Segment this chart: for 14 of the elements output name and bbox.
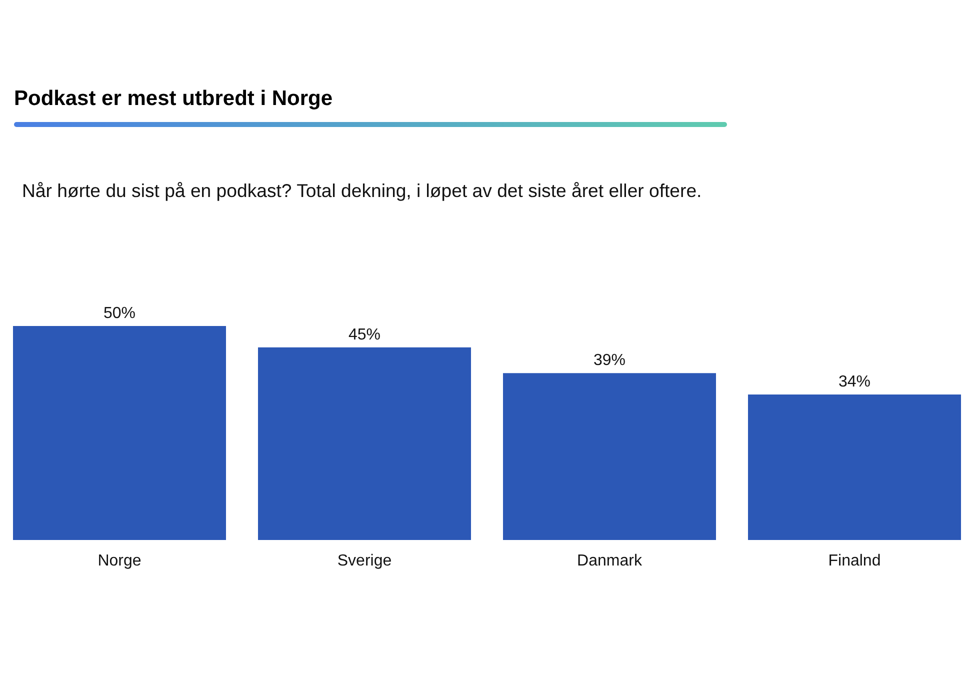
data-label: 39% [593,352,626,370]
bar [503,373,716,540]
x-tick-label: Norge [98,552,142,570]
data-label: 45% [348,326,381,344]
bar [13,326,226,540]
x-tick-label: Sverige [337,552,392,570]
x-tick-label: Danmark [577,552,643,570]
bar [258,347,471,540]
chart-subtitle: Når hørte du sist på en podkast? Total dekning, i løpet av det siste året eller oftere. [22,179,702,203]
data-label: 50% [103,305,136,322]
data-label: 34% [838,373,871,390]
x-tick-label: Finalnd [828,552,881,570]
bar [748,394,961,540]
chart-title: Podkast er mest utbredt i Norge [14,86,333,112]
